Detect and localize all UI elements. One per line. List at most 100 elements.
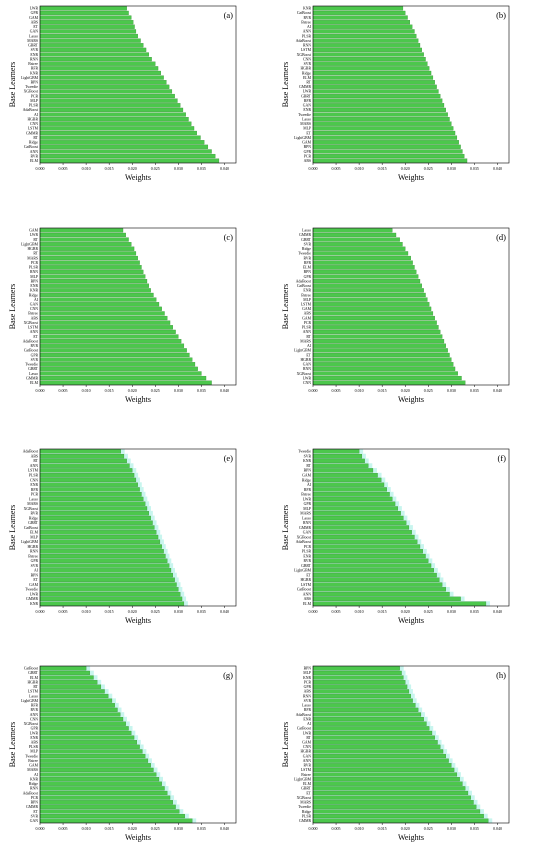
y-axis-title: Base Learners [281, 284, 290, 330]
bar [39, 577, 175, 582]
category-label: LWR [30, 731, 39, 735]
bar [312, 274, 419, 279]
category-label: PCR [304, 154, 312, 158]
category-label: HGBR [27, 680, 38, 684]
bar [39, 487, 140, 492]
bar [312, 57, 426, 62]
category-label: PLSR [29, 266, 39, 270]
category-label: GMMR [26, 131, 38, 135]
x-tick-label: 0.035 [197, 826, 206, 831]
category-label: KNR [303, 676, 311, 680]
category-label: GPR [304, 685, 312, 689]
bar [39, 242, 132, 247]
x-tick-label: 0.025 [151, 826, 160, 831]
bar [39, 666, 87, 671]
x-axis-title: Weights [398, 173, 424, 182]
bar [312, 730, 433, 736]
category-label: BPN [304, 145, 312, 149]
x-tick-label: 0.030 [174, 826, 183, 831]
category-label: AI [34, 113, 39, 117]
category-label: HGBR [27, 545, 38, 549]
category-label: Ridge [29, 293, 38, 297]
category-label: XGBoost [297, 796, 312, 800]
x-tick-label: 0.030 [447, 388, 456, 393]
category-label: RFR [304, 261, 312, 265]
category-label: AdaBoost [296, 540, 312, 544]
bar [312, 10, 406, 16]
category-label: PCR [31, 493, 39, 497]
category-label: ET [306, 791, 311, 795]
bar [39, 371, 202, 376]
bar [312, 693, 411, 699]
category-label: ET [33, 810, 38, 814]
category-label: GMMR [299, 85, 311, 89]
x-tick-label: 0.015 [378, 609, 387, 614]
bar [39, 684, 102, 689]
category-label: MLP [303, 507, 311, 511]
category-label: SVR [31, 814, 39, 818]
x-axis-title: Weights [125, 173, 151, 182]
category-label: MARS [27, 768, 38, 772]
category-label: ENR [30, 53, 38, 57]
category-label: GAM [302, 141, 311, 145]
category-label: MARS [300, 512, 311, 516]
category-label: Bstree [301, 773, 311, 777]
category-label: ENR [30, 284, 38, 288]
bar [39, 38, 141, 43]
bar [39, 61, 156, 66]
bar [39, 726, 129, 731]
category-label: LWR [30, 233, 39, 237]
category-label: ABS [31, 316, 38, 320]
plot-frame [39, 5, 237, 164]
category-label: GAM [302, 474, 311, 478]
bar [39, 66, 159, 71]
category-label: RVR [303, 764, 311, 768]
bar [312, 292, 426, 298]
category-label: Lasso [302, 229, 311, 233]
bar [39, 144, 209, 149]
category-label: Lasso [302, 704, 311, 708]
category-label: LSTM [28, 469, 39, 473]
bar [312, 601, 487, 606]
bar [39, 288, 151, 293]
bar [312, 325, 439, 330]
x-tick-label: 0.025 [424, 826, 433, 831]
category-label: HGBR [27, 247, 38, 251]
category-label: AdaBoost [23, 108, 39, 112]
category-label: ELM [30, 159, 39, 163]
bar [39, 809, 180, 814]
bar [39, 352, 190, 358]
x-tick-label: 0.015 [378, 388, 387, 393]
category-label: AdaBoost [296, 279, 312, 283]
category-label: Ridge [302, 810, 311, 814]
bar [39, 772, 157, 777]
category-label: ENR [30, 483, 38, 487]
bar [312, 15, 408, 20]
bar [312, 24, 413, 29]
bar [39, 302, 160, 307]
category-label: Ridge [302, 247, 311, 251]
category-label: AI [307, 483, 312, 487]
x-tick-label: 0.015 [105, 166, 114, 171]
category-label: Bstree [28, 759, 38, 763]
bar [39, 717, 124, 722]
category-label: LSTM [28, 690, 39, 694]
bar [312, 786, 466, 791]
bar [312, 684, 408, 689]
category-label: ANN [303, 759, 311, 763]
category-label: RT [33, 459, 38, 463]
x-tick-label: 0.005 [59, 609, 68, 614]
bar [39, 693, 109, 699]
category-label: LightGBM [21, 699, 39, 703]
bar [39, 343, 185, 348]
category-label: ENR [303, 289, 311, 293]
bar [39, 130, 197, 136]
bar [312, 93, 441, 99]
bar [312, 473, 378, 478]
category-label: ENR [303, 108, 311, 112]
bar [312, 339, 445, 344]
category-label: CNN [30, 717, 38, 721]
chart-panel-h: BPNMLPKNRPCRGPRABSRNNSVRLassoRFRAdaBoost… [281, 665, 510, 842]
category-label: ELM [30, 676, 39, 680]
